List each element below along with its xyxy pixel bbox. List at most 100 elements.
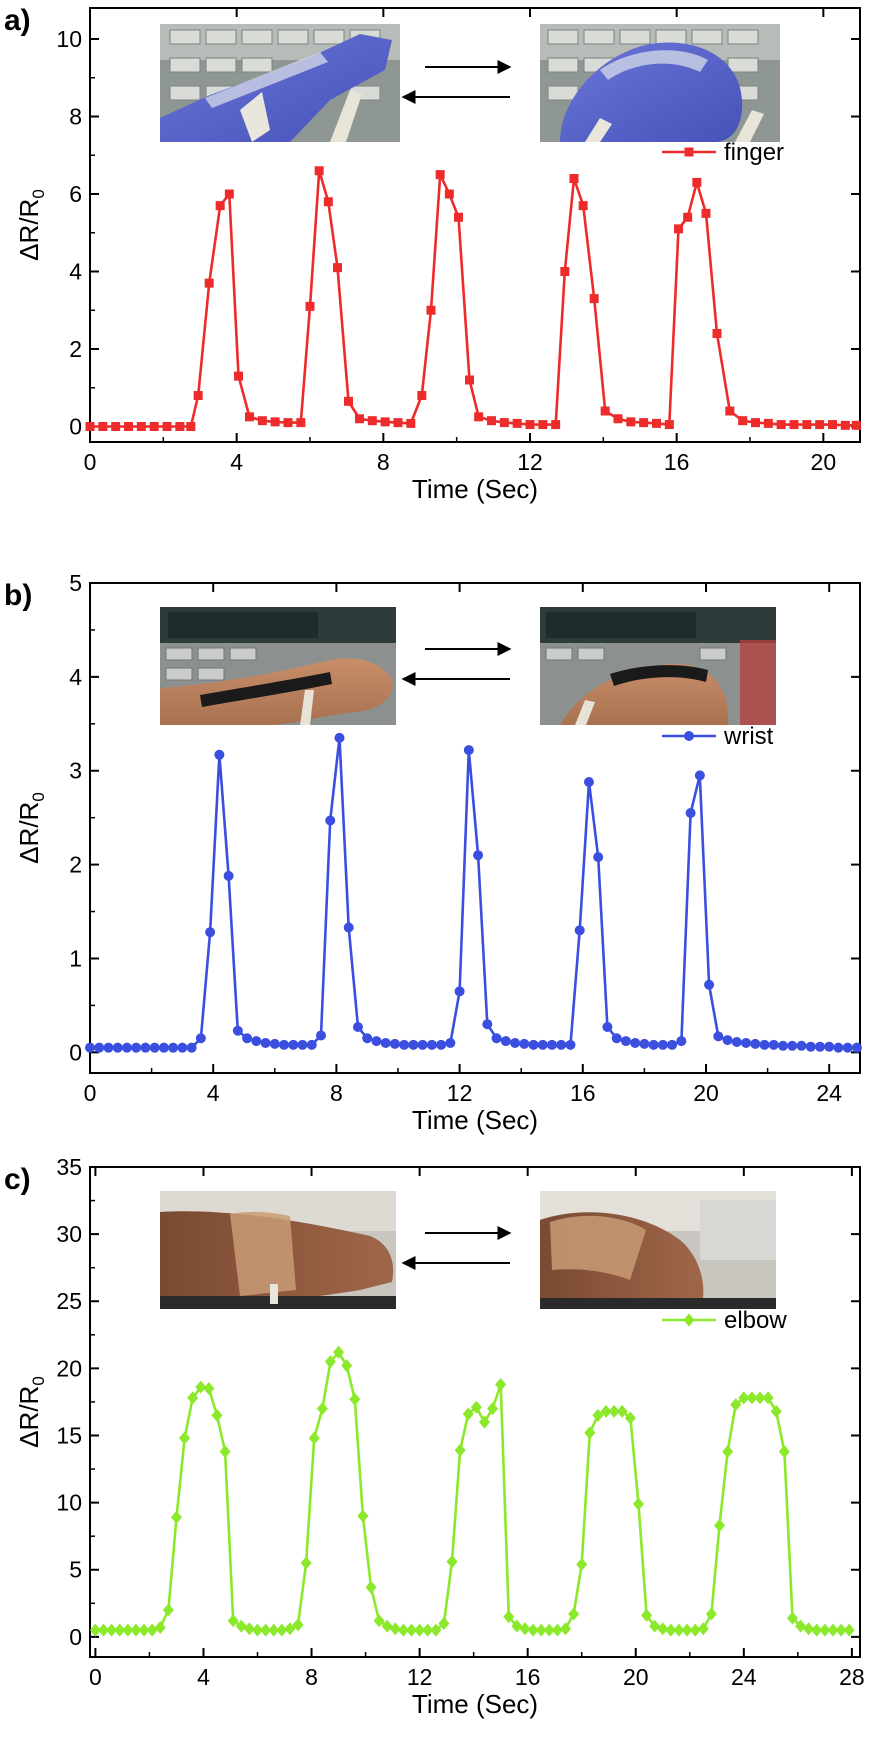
legend-label: wrist	[723, 723, 774, 750]
data-point	[835, 1623, 847, 1637]
data-point	[673, 1623, 685, 1637]
data-point	[842, 1042, 853, 1053]
data-point	[714, 1518, 726, 1532]
data-point	[754, 1391, 766, 1405]
data-point	[583, 777, 594, 788]
panel-letter: c)	[4, 1163, 31, 1196]
data-point	[632, 1497, 644, 1511]
legend-marker	[683, 1313, 695, 1327]
data-point	[639, 418, 649, 428]
data-point	[215, 201, 225, 211]
x-tick-label: 24	[731, 1664, 757, 1690]
finger-motion-arrows	[401, 60, 512, 104]
data-point	[175, 422, 185, 431]
data-point	[89, 1623, 101, 1637]
data-point	[414, 1623, 426, 1637]
series-line-wrist	[90, 736, 857, 1049]
elbow-straight-photo	[160, 1191, 396, 1309]
data-point	[815, 420, 825, 430]
legend-marker	[684, 147, 694, 157]
data-point	[316, 1402, 328, 1416]
data-point	[701, 208, 711, 218]
data-point	[446, 1555, 458, 1569]
y-axis-title: ΔR/R0	[14, 792, 48, 864]
y-tick-label: 35	[56, 1154, 82, 1180]
data-point	[357, 1509, 369, 1523]
data-point	[503, 1610, 515, 1624]
data-point	[705, 1607, 717, 1621]
data-point	[463, 745, 474, 756]
data-point	[365, 1580, 377, 1594]
data-point	[519, 1038, 530, 1049]
data-point	[543, 1623, 555, 1637]
y-axis-title: ΔR/R0	[14, 1376, 48, 1448]
data-point	[251, 1036, 262, 1047]
data-point	[149, 422, 159, 431]
data-point	[138, 1623, 150, 1637]
data-point	[140, 1042, 151, 1053]
data-point	[787, 1040, 798, 1051]
data-point	[796, 1040, 807, 1051]
data-point	[648, 1039, 659, 1050]
series-elbow	[89, 1345, 855, 1637]
data-point	[438, 1616, 450, 1630]
data-point	[551, 1623, 563, 1637]
data-point	[833, 1042, 844, 1053]
data-point	[574, 925, 585, 936]
x-tick-label: 0	[89, 1664, 102, 1690]
data-point	[704, 979, 715, 990]
data-point	[725, 406, 735, 416]
data-point	[811, 1623, 823, 1637]
data-point	[195, 1380, 207, 1394]
data-point	[224, 189, 234, 199]
data-point	[343, 922, 354, 933]
data-point	[98, 422, 108, 431]
data-point	[620, 1036, 631, 1047]
data-point	[276, 1623, 288, 1637]
data-point	[824, 1041, 835, 1052]
data-point	[681, 1623, 693, 1637]
data-point	[778, 1445, 790, 1459]
data-point	[731, 1037, 742, 1048]
data-point	[537, 1039, 548, 1050]
legend: elbow	[662, 1307, 787, 1334]
data-point	[417, 1039, 428, 1050]
x-tick-label: 16	[515, 1664, 541, 1690]
data-point	[243, 1622, 255, 1636]
data-point	[649, 1619, 661, 1633]
data-point	[168, 1042, 179, 1053]
data-point	[474, 412, 484, 422]
y-tick-label: 20	[56, 1355, 82, 1381]
data-point	[306, 1039, 317, 1050]
data-point	[149, 1042, 160, 1053]
plot-frame	[89, 7, 861, 443]
data-point	[491, 1033, 502, 1044]
data-point	[158, 1042, 169, 1053]
data-point	[738, 1391, 750, 1405]
data-point	[713, 1031, 724, 1042]
data-point	[697, 1622, 709, 1636]
x-tick-label: 28	[839, 1664, 865, 1690]
data-point	[162, 1603, 174, 1617]
data-point	[802, 420, 812, 430]
y-tick-label: 2	[69, 852, 82, 878]
data-point	[426, 1039, 437, 1050]
data-point	[323, 197, 333, 207]
data-point	[741, 1037, 752, 1048]
data-point	[349, 1392, 361, 1406]
data-point	[843, 1623, 855, 1637]
data-point	[406, 1623, 418, 1637]
y-tick-label: 3	[69, 758, 82, 784]
x-tick-label: 12	[407, 1664, 433, 1690]
data-point	[528, 1039, 539, 1050]
data-point	[499, 418, 509, 428]
data-point	[136, 422, 146, 431]
chart-0: a) 0 4 8 12 16 20 0 2 4 6 8 10 Time (Sec) ΔR/R0 finger	[4, 4, 861, 504]
data-point	[170, 1510, 182, 1524]
data-point	[454, 212, 463, 222]
data-point	[235, 1619, 247, 1633]
y-tick-label: 0	[69, 414, 82, 440]
data-point	[683, 212, 693, 222]
data-point	[214, 749, 225, 760]
data-point	[352, 1022, 363, 1033]
